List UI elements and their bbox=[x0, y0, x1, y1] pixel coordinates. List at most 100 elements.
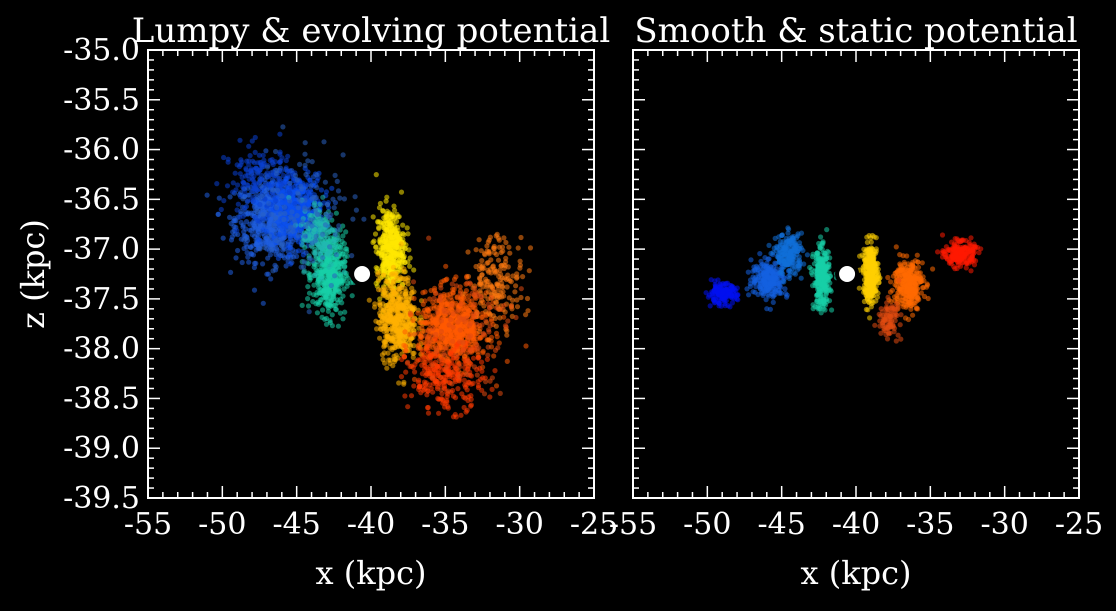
particle-point bbox=[402, 393, 407, 398]
particle-point bbox=[241, 180, 246, 185]
particle-point bbox=[457, 374, 462, 379]
particle-point bbox=[461, 341, 466, 346]
particle-point bbox=[489, 295, 494, 300]
particle-point bbox=[374, 172, 379, 177]
particle-point bbox=[367, 298, 372, 303]
particle-point bbox=[228, 270, 233, 275]
particle-point bbox=[423, 356, 428, 361]
particle-point bbox=[486, 337, 491, 342]
particle-point bbox=[314, 293, 319, 298]
particle-point bbox=[287, 181, 292, 186]
particle-point bbox=[525, 296, 530, 301]
particle-point bbox=[391, 309, 396, 314]
particle-point bbox=[454, 283, 459, 288]
particle-point bbox=[757, 251, 762, 256]
particle-point bbox=[324, 322, 329, 327]
particle-point bbox=[510, 298, 515, 303]
particle-point bbox=[389, 229, 394, 234]
particle-point bbox=[303, 234, 308, 239]
particle-point bbox=[771, 293, 776, 298]
particle-point bbox=[320, 255, 325, 260]
particle-point bbox=[746, 270, 751, 275]
particle-point bbox=[474, 336, 479, 341]
particle-point bbox=[261, 301, 266, 306]
particle-point bbox=[350, 217, 355, 222]
particle-point bbox=[289, 209, 294, 214]
particle-point bbox=[251, 195, 256, 200]
particle-point bbox=[257, 202, 262, 207]
particle-point bbox=[430, 375, 435, 380]
particle-point bbox=[283, 222, 288, 227]
particle-point bbox=[448, 333, 453, 338]
particle-point bbox=[242, 205, 247, 210]
particle-point bbox=[282, 211, 287, 216]
particle-point bbox=[472, 364, 477, 369]
particle-point bbox=[277, 132, 282, 137]
particle-point bbox=[425, 388, 430, 393]
particle-point bbox=[281, 173, 286, 178]
particle-point bbox=[423, 334, 428, 339]
particle-point bbox=[350, 293, 355, 298]
particle-point bbox=[254, 183, 259, 188]
particle-point bbox=[273, 159, 278, 164]
particle-point bbox=[411, 323, 416, 328]
particle-point bbox=[292, 219, 297, 224]
particle-point bbox=[491, 353, 496, 358]
particle-point bbox=[484, 261, 489, 266]
particle-point bbox=[370, 240, 375, 245]
x-axis-title-right: x (kpc) bbox=[801, 554, 912, 592]
particle-point bbox=[263, 148, 268, 153]
particle-point bbox=[342, 196, 347, 201]
particle-point bbox=[416, 357, 421, 362]
particle-point bbox=[426, 329, 431, 334]
particle-point bbox=[492, 368, 497, 373]
particle-point bbox=[227, 215, 232, 220]
particle-point bbox=[793, 272, 798, 277]
y-tick-label: -35.0 bbox=[63, 33, 140, 68]
particle-point bbox=[418, 334, 423, 339]
particle-point bbox=[259, 183, 264, 188]
particle-point bbox=[412, 332, 417, 337]
particle-point bbox=[386, 285, 391, 290]
particle-point bbox=[225, 183, 230, 188]
particle-point bbox=[320, 195, 325, 200]
particle-point bbox=[446, 327, 451, 332]
particle-point bbox=[343, 246, 348, 251]
particle-point bbox=[444, 365, 449, 370]
particle-point bbox=[303, 172, 308, 177]
particle-point bbox=[305, 190, 310, 195]
particle-point bbox=[268, 252, 273, 257]
particle-point bbox=[438, 285, 443, 290]
particle-point bbox=[441, 278, 446, 283]
particle-point bbox=[782, 247, 787, 252]
particle-point bbox=[264, 272, 269, 277]
particle-point bbox=[405, 225, 410, 230]
particle-point bbox=[339, 300, 344, 305]
particle-point bbox=[392, 298, 397, 303]
particle-point bbox=[423, 320, 428, 325]
particle-point bbox=[391, 338, 396, 343]
particle-point bbox=[275, 188, 280, 193]
particle-point bbox=[214, 181, 219, 186]
particle-point bbox=[528, 245, 533, 250]
particle-point bbox=[726, 291, 731, 296]
particle-point bbox=[349, 253, 354, 258]
particle-point bbox=[282, 205, 287, 210]
particle-point bbox=[425, 405, 430, 410]
particle-point bbox=[458, 301, 463, 306]
particle-point bbox=[306, 221, 311, 226]
particle-point bbox=[405, 404, 410, 409]
particle-point bbox=[402, 329, 407, 334]
y-tick-label: -36.5 bbox=[63, 182, 140, 217]
particle-point bbox=[507, 251, 512, 256]
particle-point bbox=[495, 345, 500, 350]
particle-point bbox=[334, 252, 339, 257]
particle-point bbox=[430, 362, 435, 367]
particle-point bbox=[269, 247, 274, 252]
particle-point bbox=[398, 317, 403, 322]
particle-point bbox=[436, 411, 441, 416]
particle-point bbox=[497, 340, 502, 345]
particle-point bbox=[476, 355, 481, 360]
particle-point bbox=[787, 276, 792, 281]
particle-point bbox=[398, 322, 403, 327]
